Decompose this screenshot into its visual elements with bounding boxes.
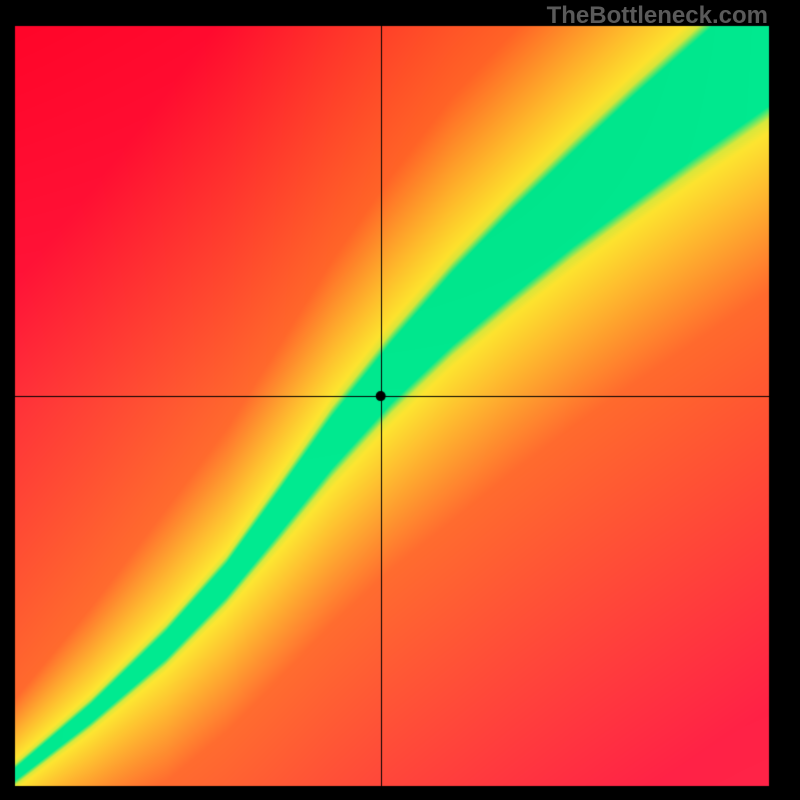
watermark-text: TheBottleneck.com — [547, 2, 768, 30]
bottleneck-heatmap — [0, 0, 800, 800]
